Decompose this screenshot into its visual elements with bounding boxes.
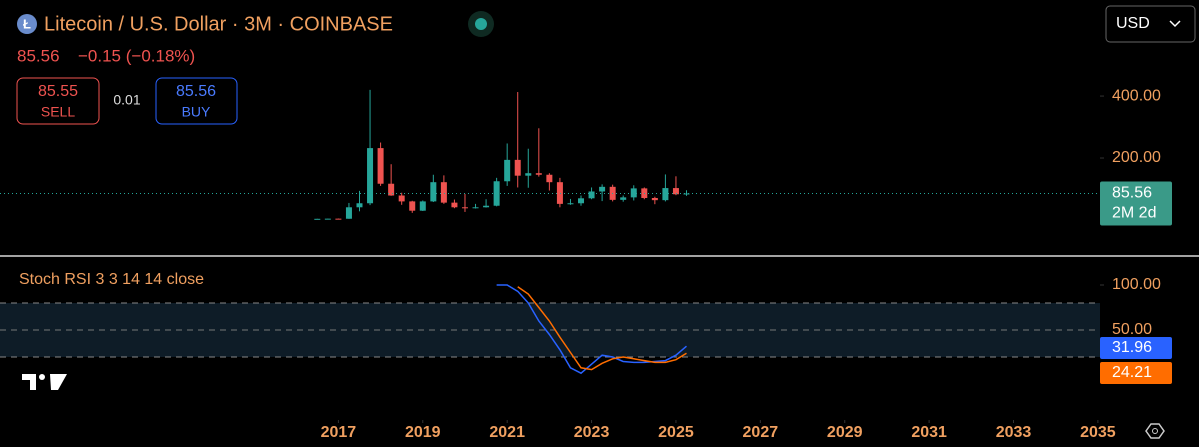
sell-label[interactable]: SELL: [41, 104, 75, 120]
coin-icon-letter: Ł: [23, 16, 31, 31]
indicator-title: Stoch RSI 3 3 14 14 close: [19, 271, 204, 288]
buy-label[interactable]: BUY: [182, 104, 211, 120]
settings-icon-center: [1152, 428, 1158, 434]
value-tag: [1100, 337, 1172, 359]
candle-body: [504, 159, 511, 182]
candle-body: [367, 148, 374, 204]
candle-body: [377, 148, 384, 184]
y-tick-label: 400.00: [1112, 87, 1161, 104]
sell-button[interactable]: [16, 77, 100, 125]
candle-body: [324, 218, 331, 220]
candle-body: [588, 191, 595, 199]
x-tick-label: 2021: [489, 424, 525, 441]
last-price-tag: [1100, 181, 1172, 226]
candle-body: [388, 183, 395, 196]
candle-body: [535, 173, 542, 175]
logo-part: [39, 374, 45, 380]
overlay: Ł Litecoin / U.S. Dollar · 3M · COINBASE…: [16, 5, 1196, 439]
value-tag-label: 31.96: [1112, 339, 1152, 356]
candle-body: [651, 197, 658, 201]
spread: 0.01: [113, 92, 140, 108]
x-tick-label: 2033: [996, 424, 1032, 441]
logo-part: [22, 374, 36, 390]
tv-logo: [22, 374, 67, 390]
value-tag-label: 24.21: [1112, 364, 1152, 381]
candle-body: [345, 207, 352, 219]
candle-body: [335, 218, 342, 220]
x-tick-label: 2027: [743, 424, 779, 441]
buy-price[interactable]: 85.56: [176, 83, 216, 100]
candle-body: [419, 201, 426, 211]
countdown: 2M 2d: [1112, 205, 1156, 222]
status-dot: [475, 18, 487, 30]
x-tick-label: 2025: [658, 424, 694, 441]
last-price: 85.56: [17, 46, 60, 65]
candle-body: [461, 207, 468, 209]
x-tick-label: 2017: [321, 424, 357, 441]
x-tick-label: 2031: [911, 424, 947, 441]
candle-body: [578, 198, 585, 204]
candle-body: [451, 202, 458, 208]
candle-body: [556, 182, 563, 204]
candle-body: [398, 195, 405, 202]
candle-body: [483, 205, 490, 208]
candle-body: [525, 173, 532, 176]
dropdown-arrow: [1169, 20, 1181, 28]
x-tick-label: 2029: [827, 424, 863, 441]
stoch-line: [517, 286, 687, 371]
x-tick-label: 2023: [574, 424, 610, 441]
candle-body: [514, 159, 521, 176]
value-tag: [1100, 362, 1172, 384]
candle-body: [314, 218, 321, 220]
candle-body: [430, 182, 437, 202]
candle-body: [683, 193, 690, 195]
x-tick-label: 2035: [1080, 424, 1116, 441]
candle-body: [567, 203, 574, 205]
candle-body: [672, 188, 679, 195]
price-pane: 200.00 400.00 85.56 2M 2d: [0, 87, 1172, 226]
candle-body: [440, 182, 447, 203]
candle-body: [599, 186, 606, 192]
logo-part: [50, 374, 67, 390]
candle-body: [630, 188, 637, 198]
coin-icon: [17, 14, 37, 34]
candle-body: [356, 203, 363, 208]
y-tick-label: 200.00: [1112, 149, 1161, 166]
x-tick-label: 2019: [405, 424, 441, 441]
stoch-line: [496, 284, 687, 375]
candle-body: [472, 207, 479, 209]
last-price-label: 85.56: [1112, 185, 1152, 202]
currency-button[interactable]: [1105, 5, 1196, 43]
buy-button[interactable]: [155, 77, 238, 125]
settings-icon[interactable]: [1145, 423, 1165, 439]
candle-body: [546, 174, 553, 183]
y-tick-label: 100.00: [1112, 276, 1161, 293]
candle-body: [620, 197, 627, 200]
currency[interactable]: USD: [1116, 15, 1150, 32]
y-tick-label: 50.00: [1112, 321, 1152, 338]
candle-body: [662, 188, 669, 201]
price-change: −0.15 (−0.18%): [78, 46, 195, 65]
candle-body: [409, 201, 416, 211]
symbol-title: Litecoin / U.S. Dollar · 3M · COINBASE: [44, 13, 393, 35]
sell-price[interactable]: 85.55: [38, 83, 78, 100]
stoch-pane: 50.00 100.00 31.96 24.21 2017 2019 2021 2023 202…: [0, 276, 1172, 441]
